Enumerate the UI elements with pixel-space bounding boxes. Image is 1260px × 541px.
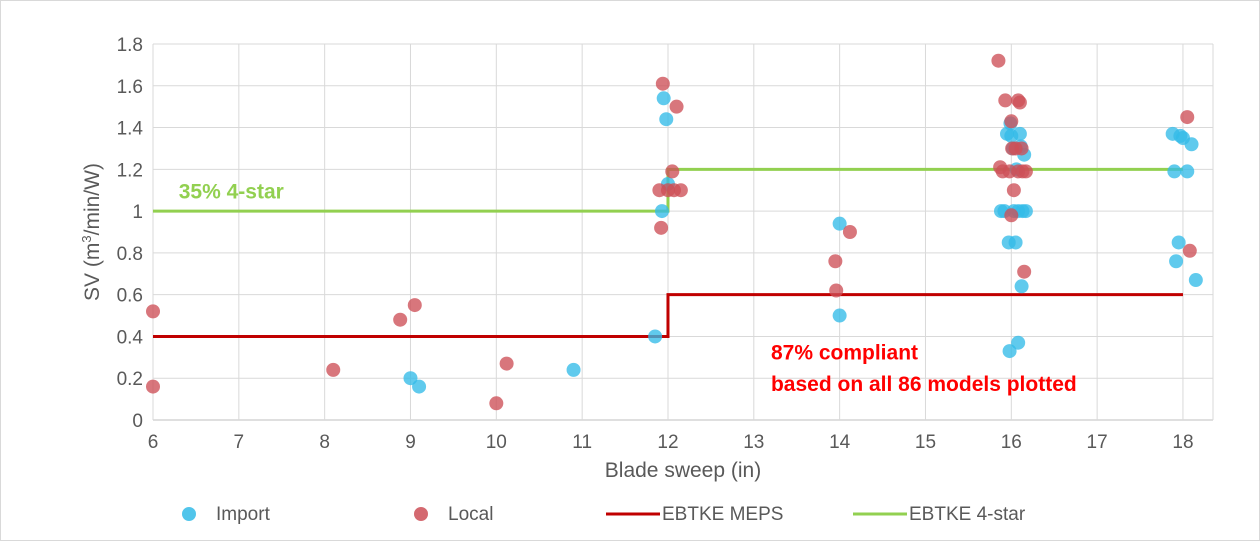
legend-label: Local [448,504,493,525]
series-line-2 [153,293,1183,338]
x-tick-label: 6 [148,432,159,453]
x-tick-label: 12 [657,432,678,453]
y-tick-label: 1.2 [117,160,143,181]
y-tick-label: 0.4 [117,327,144,348]
y-tick-label: 1.6 [117,77,143,98]
point-import [832,308,847,323]
point-import [1011,335,1026,350]
x-tick-label: 15 [915,432,936,453]
legend-marker [182,507,196,521]
point-import [1012,126,1027,141]
x-axis-title: Blade sweep (in) [605,459,761,482]
x-tick-label: 9 [405,432,416,453]
point-import [1002,344,1017,359]
y-axis-title-prefix: SV (m [81,243,104,301]
tick-labels: 0 0.2 0.4 0.6 0.8 1 1.2 1.4 1.6 1.8 6 7 8 9 10 11 12 13 14… [117,35,1194,453]
x-tick-label: 13 [743,432,764,453]
point-local [828,254,843,269]
point-local [146,304,160,319]
point-import [1169,254,1184,269]
y-axis-title-sup: 3 [79,235,94,242]
point-local [1004,114,1019,129]
legend: Import Local EBTKE MEPS EBTKE 4-star [182,504,1026,525]
x-tick-label: 10 [486,432,507,453]
point-import [403,371,418,386]
point-local [393,312,408,327]
point-local [673,183,688,198]
annotations: 35% 4-star 87% compliant based on all 86 m… [179,181,1077,396]
point-import [1167,164,1182,179]
point-import [832,216,847,231]
point-local [654,220,669,235]
point-local [407,298,422,313]
y-tick-label: 0 [132,411,143,432]
point-local [146,379,160,394]
point-local [998,93,1013,108]
legend-label: Import [216,504,271,525]
point-local [842,225,857,239]
y-axis-title-suffix: /min/W) [81,163,104,235]
point-import [1184,137,1199,152]
x-tick-label: 11 [572,432,592,453]
y-tick-label: 0.2 [117,369,143,390]
x-tick-label: 8 [319,432,330,453]
point-local [1180,110,1195,125]
y-tick-label: 1.4 [117,119,144,140]
legend-label: EBTKE 4-star [909,504,1026,525]
point-import [1018,204,1033,219]
y-tick-label: 1.8 [117,35,143,56]
point-import [1008,235,1023,250]
point-local [1182,243,1197,258]
y-tick-label: 1 [132,202,143,223]
point-local [1018,164,1033,179]
point-local [1017,264,1032,279]
point-import [654,204,669,219]
annotation-0: 35% 4-star [179,181,284,204]
point-local [829,283,844,298]
point-import [648,329,663,344]
point-local [1004,208,1019,223]
point-local [489,396,504,411]
x-tick-label: 7 [234,432,245,453]
point-import [1180,164,1195,179]
point-local [669,99,684,114]
point-import [1188,273,1203,288]
y-tick-label: 0.6 [117,286,143,307]
y-tick-label: 0.8 [117,244,143,265]
legend-label: EBTKE MEPS [662,504,783,525]
x-tick-label: 18 [1172,432,1193,453]
point-import [412,379,427,394]
point-import [656,91,671,106]
point-local [665,164,680,179]
annotation-1: 87% compliant [771,341,918,364]
data-points [146,53,1203,411]
point-import [1014,279,1029,294]
point-import [1171,235,1186,250]
x-tick-label: 17 [1087,432,1108,453]
x-tick-label: 16 [1001,432,1022,453]
legend-marker [414,507,428,521]
point-import [659,112,674,127]
point-local [991,53,1006,68]
x-tick-label: 14 [829,432,851,453]
point-local [499,356,514,371]
point-local [1014,141,1029,156]
point-local [326,362,341,377]
point-local [1006,183,1021,198]
point-local [1012,95,1027,110]
annotation-2: based on all 86 models plotted [771,373,1077,396]
point-local [655,76,670,91]
point-import [566,362,581,377]
y-axis-title: SV (m3/min/W) [79,163,104,301]
gridlines [152,43,1214,421]
